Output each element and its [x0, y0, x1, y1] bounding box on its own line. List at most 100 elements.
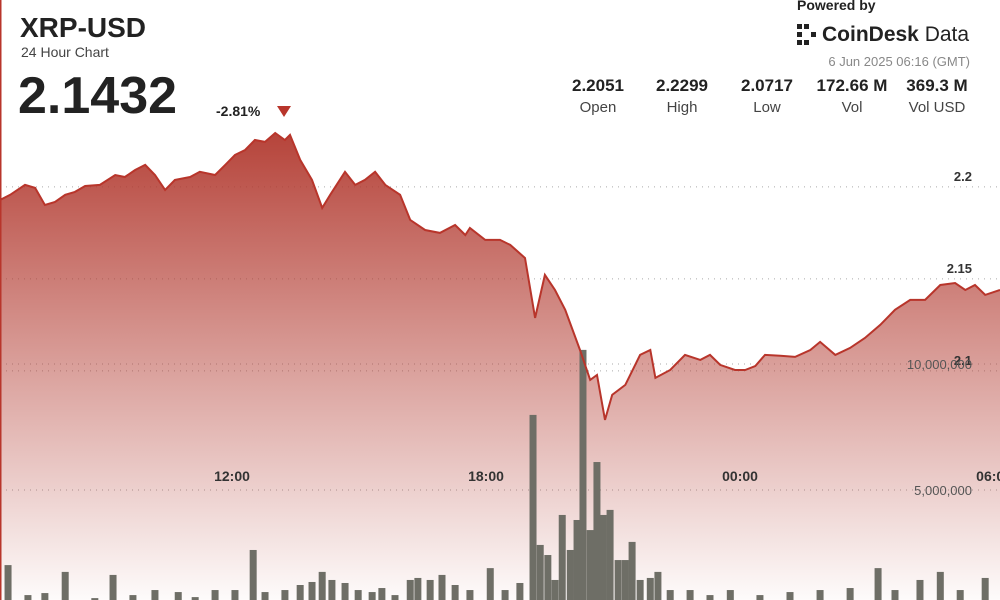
volume-bar	[956, 590, 964, 600]
subtitle: 24 Hour Chart	[21, 44, 109, 60]
logo-icon	[797, 24, 816, 45]
volume-bar	[916, 579, 924, 600]
change: -2.81%	[216, 103, 261, 119]
volume-bar	[41, 593, 49, 600]
volume-bar	[24, 595, 32, 600]
x-tick-label: 06:00	[976, 468, 1000, 484]
volume-bar	[211, 590, 219, 600]
volume-bar	[536, 544, 544, 600]
volume-bar	[606, 509, 614, 600]
volume-bar	[579, 349, 587, 600]
volume-bar	[646, 577, 654, 600]
volume-bar	[296, 585, 304, 600]
stat: 2.2299 High	[642, 76, 722, 116]
volume-bar	[614, 560, 622, 600]
stat-label: Open	[579, 99, 617, 116]
volume-bar	[438, 574, 446, 600]
volume-bar	[891, 590, 899, 600]
stat-value: 369.3 M	[906, 76, 968, 95]
stat: 369.3 M Vol USD	[897, 76, 977, 116]
stat-label: High	[666, 99, 698, 116]
y2-tick-label: 10,000,000	[907, 357, 972, 372]
volume-bar	[4, 565, 12, 600]
volume-bar	[874, 568, 882, 600]
volume-bar	[129, 595, 137, 600]
volume-bar	[586, 530, 594, 600]
x-tick-label: 00:00	[722, 468, 758, 484]
volume-bar	[354, 590, 362, 600]
y2-tick-label: 5,000,000	[914, 483, 972, 498]
stat-value: 2.0717	[741, 76, 793, 95]
volume-bar	[936, 571, 944, 600]
down-arrow	[277, 106, 291, 117]
volume-bar	[706, 595, 714, 600]
volume-bar	[91, 598, 99, 600]
stat-label: Vol	[841, 99, 863, 116]
volume-bar	[686, 590, 694, 600]
timestamp: 6 Jun 2025 06:16 (GMT)	[828, 54, 970, 69]
volume-bar	[501, 590, 509, 600]
volume-bar	[544, 555, 552, 600]
volume-bar	[654, 571, 662, 600]
volume-bar	[786, 592, 794, 600]
volume-bar	[249, 549, 257, 600]
volume-bar	[308, 581, 316, 600]
volume-bar	[451, 585, 459, 600]
price: 2.1432	[18, 67, 178, 125]
volume-bar	[666, 590, 674, 600]
stat-label: Vol USD	[908, 99, 966, 116]
volume-bar	[368, 592, 376, 600]
y-tick-label: 2.2	[954, 169, 972, 184]
stat-label: Low	[753, 99, 781, 116]
brand: CoinDesk Data	[822, 23, 969, 47]
volume-bar	[981, 577, 989, 600]
stat-value: 2.2299	[656, 76, 708, 95]
volume-bar	[191, 597, 199, 600]
volume-bar	[328, 579, 336, 600]
volume-bar	[261, 592, 269, 600]
volume-bar	[414, 577, 422, 600]
stat: 2.0717 Low	[727, 76, 807, 116]
volume-bar	[846, 588, 854, 600]
volume-bar	[621, 560, 629, 600]
brand-suffix: Data	[924, 23, 970, 46]
volume-bar	[318, 571, 326, 600]
powered-by: Powered by	[797, 0, 876, 13]
volume-bar	[628, 541, 636, 600]
volume-bar	[426, 579, 434, 600]
volume-bar	[174, 592, 182, 600]
volume-bar	[551, 579, 559, 600]
volume-bar	[466, 590, 474, 600]
volume-bar	[378, 588, 386, 600]
stat: 172.66 M Vol	[812, 76, 892, 116]
volume-bar	[529, 414, 537, 600]
volume-bar	[558, 514, 566, 600]
volume-bar	[231, 590, 239, 600]
brand-name: CoinDesk	[822, 23, 919, 46]
volume-bar	[816, 590, 824, 600]
y-tick-label: 2.15	[947, 261, 972, 276]
volume-bar	[599, 514, 607, 600]
volume-bar	[281, 590, 289, 600]
volume-bar	[636, 579, 644, 600]
volume-bar	[61, 571, 69, 600]
volume-bar	[341, 582, 349, 600]
x-tick-label: 12:00	[214, 468, 250, 484]
y-tick-label: 2.1	[954, 353, 972, 368]
volume-bar	[151, 590, 159, 600]
stat: 2.2051 Open	[558, 76, 638, 116]
title: XRP-USD	[20, 12, 147, 43]
price-area	[0, 133, 1000, 600]
volume-bar	[406, 579, 414, 600]
price-line	[0, 131, 1000, 421]
x-tick-label: 18:00	[468, 468, 504, 484]
volume-bar	[109, 574, 117, 600]
volume-bar	[726, 590, 734, 600]
volume-bar	[593, 462, 601, 600]
volume-bar	[516, 582, 524, 600]
volume-bar	[566, 549, 574, 600]
volume-bar	[391, 595, 399, 600]
volume-bar	[486, 568, 494, 600]
